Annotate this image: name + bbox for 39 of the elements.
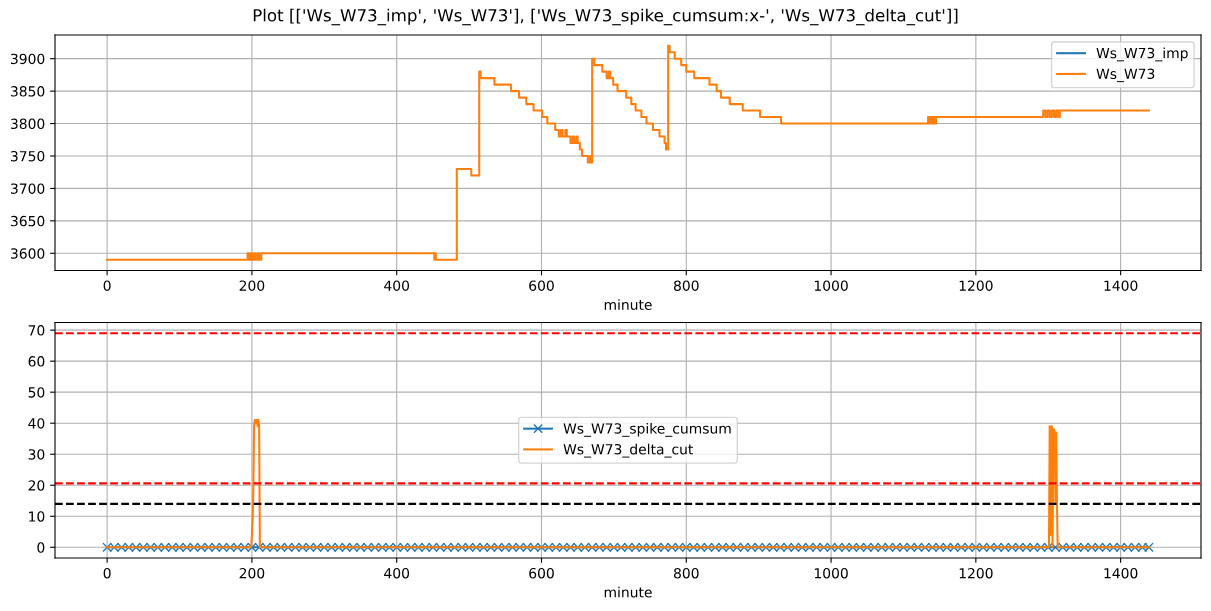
y-tick-label: 10 [29,511,45,522]
x-tick-label: 800 [673,567,699,579]
x-tick-label: 600 [529,280,554,291]
x-tick-label: 1000 [814,280,848,291]
x-tick-label: 400 [384,280,410,291]
y-tick-label: 70 [28,325,45,336]
y-tick-label: 3800 [10,118,45,130]
y-tick-label: 20 [28,480,45,491]
x-tick-label: 400 [384,567,410,579]
y-tick-label: 50 [28,387,45,398]
y-tick-label: 3850 [10,86,45,97]
legend-label: Ws_W73_delta_cut [563,443,694,458]
x-axis-title: minute [604,299,652,310]
x-tick-label: 1400 [1104,280,1138,291]
x-tick-label: 800 [673,280,699,291]
y-tick-label: 3600 [10,248,45,259]
x-tick-label: 0 [103,567,111,579]
x-tick-label: 0 [103,280,111,291]
x-tick-label: 200 [239,567,265,579]
x-axis-title: minute [604,586,652,598]
y-tick-label: 3900 [10,53,45,65]
x-tick-label: 200 [239,280,265,291]
y-tick-label: 30 [28,449,45,460]
x-tick-label: 600 [529,567,554,579]
chart-title: Plot [['Ws_W73_imp', 'Ws_W73'], ['Ws_W73_spike_cumsum:x-', 'Ws_W73_delta_cut']] [253,8,958,26]
legend-label: Ws_W73_spike_cumsum [563,422,731,437]
x-tick-label: 1400 [1104,567,1138,579]
y-tick-label: 60 [28,356,45,367]
line-series [106,419,1150,549]
legend-label: Ws_W73 [1096,68,1155,83]
y-tick-label: 0 [37,542,45,553]
y-tick-label: 40 [28,418,45,429]
x-tick-label: 1200 [959,567,993,579]
legend-label: Ws_W73_imp [1096,47,1188,62]
y-tick-label: 3750 [10,150,45,162]
x-tick-label: 1200 [959,280,993,291]
y-tick-label: 3650 [10,215,45,227]
x-tick-label: 1000 [814,567,848,579]
y-tick-label: 3700 [10,183,45,194]
